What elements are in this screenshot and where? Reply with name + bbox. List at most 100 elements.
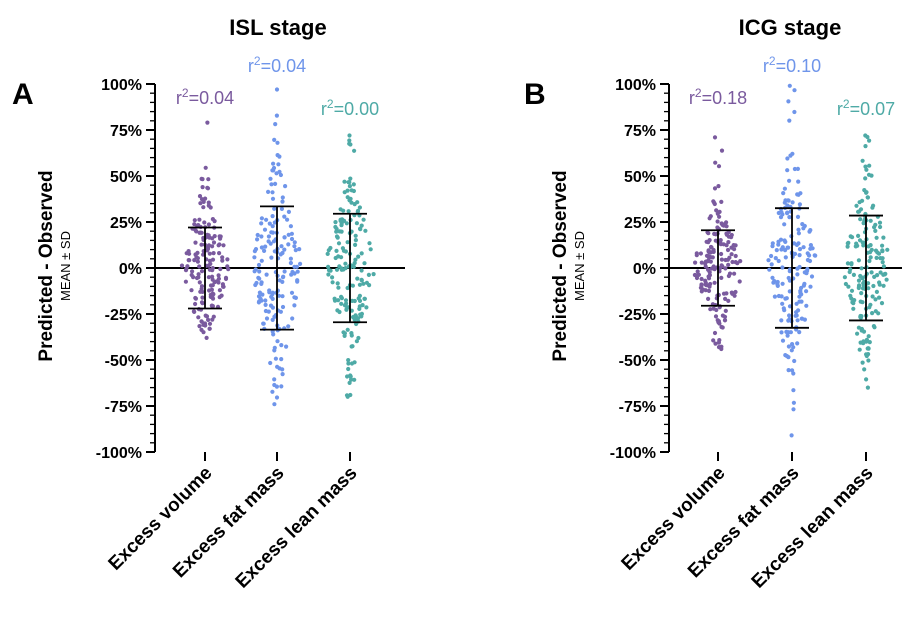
data-point <box>733 260 738 265</box>
data-point <box>721 223 726 228</box>
data-point <box>266 309 271 314</box>
data-point <box>861 243 866 248</box>
data-point <box>726 234 732 239</box>
data-point <box>259 245 264 250</box>
data-point <box>353 233 358 238</box>
data-point <box>339 267 344 272</box>
data-point <box>286 242 291 247</box>
data-point <box>869 270 874 275</box>
data-point <box>719 275 724 280</box>
data-point <box>289 236 295 242</box>
data-point <box>221 243 226 248</box>
data-point <box>796 241 801 246</box>
data-point <box>271 161 276 166</box>
data-point <box>347 180 352 185</box>
y-axis-label-group: Predicted - Observed MEAN ± SD <box>36 170 73 361</box>
y-tick-label: 75% <box>624 123 656 140</box>
data-point <box>274 87 280 92</box>
data-point <box>199 242 204 247</box>
data-point <box>708 244 714 250</box>
y-axis-sublabel: MEAN ± SD <box>572 231 587 301</box>
data-point <box>850 235 855 240</box>
data-point <box>787 278 793 283</box>
r-squared-label: r2=0.04 <box>248 54 306 76</box>
data-point <box>347 184 352 189</box>
data-point <box>252 249 257 254</box>
data-point <box>877 220 883 225</box>
data-point <box>270 290 275 295</box>
data-point <box>781 306 786 311</box>
y-tick-label: -50% <box>105 353 142 370</box>
data-point <box>730 259 735 265</box>
data-point <box>344 221 349 226</box>
data-point <box>860 198 865 203</box>
data-point <box>288 256 293 261</box>
data-point <box>801 226 806 231</box>
data-point <box>771 280 776 285</box>
data-point <box>349 333 354 338</box>
chart-title: ICG stage <box>739 15 842 40</box>
data-point <box>873 228 878 233</box>
data-point <box>713 160 718 165</box>
data-point <box>864 377 869 382</box>
data-point <box>341 208 346 213</box>
data-point <box>787 118 792 123</box>
data-point <box>698 251 704 256</box>
data-point <box>785 210 790 215</box>
category-label: Excess lean mass <box>748 463 878 593</box>
data-point <box>706 288 712 293</box>
data-point <box>770 275 775 280</box>
data-point <box>695 272 701 277</box>
data-point <box>866 172 872 177</box>
data-point <box>866 358 871 363</box>
data-point <box>699 276 704 282</box>
data-point <box>878 270 883 275</box>
data-point <box>218 234 223 239</box>
data-point <box>267 290 272 295</box>
data-point <box>203 323 208 328</box>
data-point <box>863 176 868 181</box>
data-point <box>295 279 300 284</box>
data-point <box>796 308 801 313</box>
data-point <box>351 264 356 269</box>
data-point <box>328 245 333 251</box>
data-point <box>280 294 285 299</box>
data-point <box>271 239 277 244</box>
data-point <box>859 266 864 271</box>
data-point <box>733 243 738 248</box>
data-point <box>196 272 201 277</box>
data-point <box>699 283 704 288</box>
data-point <box>785 156 790 161</box>
data-point <box>738 259 743 264</box>
data-point <box>268 360 273 366</box>
data-point <box>211 240 217 245</box>
data-point <box>351 182 356 187</box>
data-point <box>201 205 206 210</box>
data-point <box>326 264 331 269</box>
data-point <box>792 166 798 172</box>
dots-1 <box>692 135 743 352</box>
data-point <box>877 295 882 300</box>
data-point <box>289 231 294 236</box>
data-point <box>805 257 811 263</box>
data-point <box>280 304 286 310</box>
data-point <box>845 244 850 249</box>
data-point <box>780 265 785 270</box>
data-point <box>190 269 195 274</box>
data-point <box>274 171 279 176</box>
data-point <box>346 366 351 372</box>
y-tick-label: -75% <box>619 399 656 416</box>
data-point <box>270 230 275 235</box>
data-point <box>270 196 276 201</box>
data-point <box>339 255 344 260</box>
data-point <box>194 229 199 234</box>
data-point <box>858 315 864 320</box>
data-point <box>846 284 851 289</box>
data-point <box>293 248 298 253</box>
data-point <box>785 333 790 338</box>
data-point <box>345 305 350 310</box>
data-point <box>796 227 801 232</box>
data-point <box>284 344 289 349</box>
data-point <box>856 284 862 289</box>
